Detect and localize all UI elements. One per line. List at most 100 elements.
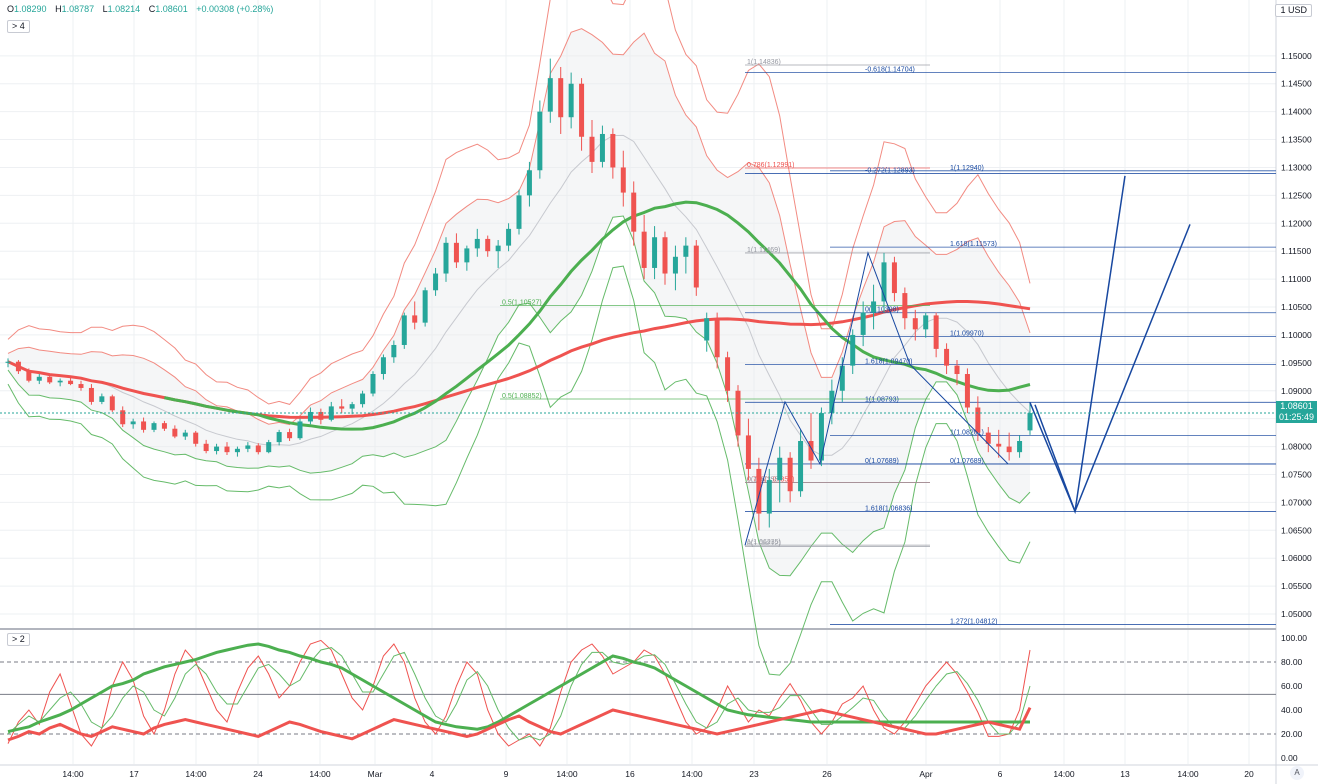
candle-body	[141, 421, 147, 430]
candle	[276, 429, 282, 446]
time-tick-label: 16	[625, 769, 635, 779]
candle	[725, 351, 731, 402]
candle-body	[839, 365, 845, 391]
ohlc-low-value: 1.08214	[107, 4, 141, 14]
candle-body	[923, 315, 929, 330]
candle-body	[109, 396, 115, 411]
candle	[266, 439, 272, 454]
candle-body	[964, 374, 970, 408]
time-tick-label: 14:00	[185, 769, 207, 779]
osc-tick-label: 20.00	[1281, 729, 1303, 739]
time-tick-label: 20	[1244, 769, 1254, 779]
price-tick-label: 1.07500	[1281, 469, 1312, 479]
time-tick-label: 14:00	[309, 769, 331, 779]
auto-scale-button[interactable]: A	[1290, 766, 1304, 780]
candle	[944, 343, 950, 375]
time-tick-label: 17	[129, 769, 139, 779]
candle	[589, 120, 595, 174]
fib-level-label: 0.786(1.12991)	[747, 162, 794, 169]
candle	[193, 430, 199, 447]
projection-path-alt	[1034, 224, 1191, 514]
candle	[871, 284, 877, 330]
candle-body	[933, 315, 939, 349]
candle-body	[683, 245, 689, 257]
candle	[526, 161, 532, 207]
candle-body	[829, 390, 835, 414]
fib-level-label: 1(1.11469)	[747, 247, 780, 254]
candle-body	[808, 440, 814, 461]
candle-body	[276, 432, 282, 443]
candle	[453, 233, 459, 268]
time-tick-label: 6	[998, 769, 1003, 779]
osc-series-line	[7, 642, 1030, 734]
candle	[860, 301, 866, 347]
price-tick-label: 1.07000	[1281, 497, 1312, 507]
candle	[57, 378, 63, 387]
candle	[537, 100, 543, 179]
candle	[182, 429, 188, 440]
fib-level-label: 1(1.08793)	[865, 396, 899, 403]
candle	[506, 223, 512, 252]
candle	[672, 245, 678, 291]
candle	[891, 256, 897, 302]
candle	[26, 368, 32, 383]
candle-body	[787, 457, 793, 492]
candle	[923, 312, 929, 338]
time-tick-label: 9	[504, 769, 509, 779]
candle	[558, 66, 564, 134]
candle-body	[130, 421, 136, 425]
candle	[704, 312, 710, 352]
candle-body	[631, 192, 637, 232]
ma-fast-line	[164, 200, 1031, 431]
candle	[964, 368, 970, 414]
candle-body	[193, 432, 199, 444]
candle-body	[693, 245, 699, 288]
fib-level-label: -0.272(1.12893)	[865, 167, 915, 174]
candle-body	[47, 376, 53, 383]
candle-body	[568, 83, 574, 118]
candle	[214, 443, 220, 455]
candle-body	[214, 446, 220, 452]
candle-body	[652, 237, 658, 268]
candle-body	[172, 428, 178, 437]
candle	[443, 237, 449, 282]
candle	[620, 150, 626, 207]
candle	[401, 312, 407, 349]
candle-body	[401, 315, 407, 345]
candle	[662, 231, 668, 285]
candle-body	[516, 195, 522, 229]
time-tick-label: 14:00	[1053, 769, 1075, 779]
time-tick-label: Mar	[368, 769, 383, 779]
candle	[15, 360, 21, 375]
pane1-collapse-button[interactable]: > 4	[7, 20, 30, 33]
candle-body	[662, 237, 668, 274]
bar-countdown-label: 01:25:49	[1276, 412, 1317, 423]
candle	[641, 214, 647, 280]
candle	[902, 287, 908, 330]
last-price-label: 1.08601	[1276, 401, 1317, 412]
candle-body	[547, 78, 553, 112]
candle-body	[224, 446, 230, 453]
candle-body	[485, 238, 491, 252]
candle	[318, 408, 324, 425]
candle-body	[422, 290, 428, 323]
candle-body	[745, 435, 751, 469]
candle-body	[245, 445, 251, 449]
candle	[683, 237, 689, 274]
candle	[161, 420, 167, 431]
pane2-collapse-button[interactable]: > 2	[7, 633, 30, 646]
bollinger-lower-outer-line	[7, 265, 1031, 676]
time-tick-label: 14:00	[62, 769, 84, 779]
candle	[464, 245, 470, 271]
candle-body	[996, 443, 1002, 447]
candle-body	[860, 312, 866, 335]
candle-body	[777, 457, 783, 481]
candle	[380, 354, 386, 380]
currency-badge[interactable]: 1 USD	[1275, 4, 1312, 17]
fib-level-label: 1(1.14836)	[747, 59, 781, 66]
ohlc-close-value: 1.08601	[155, 4, 188, 14]
candle-body	[975, 407, 981, 433]
candle-body	[902, 293, 908, 319]
candle-body	[255, 445, 261, 453]
